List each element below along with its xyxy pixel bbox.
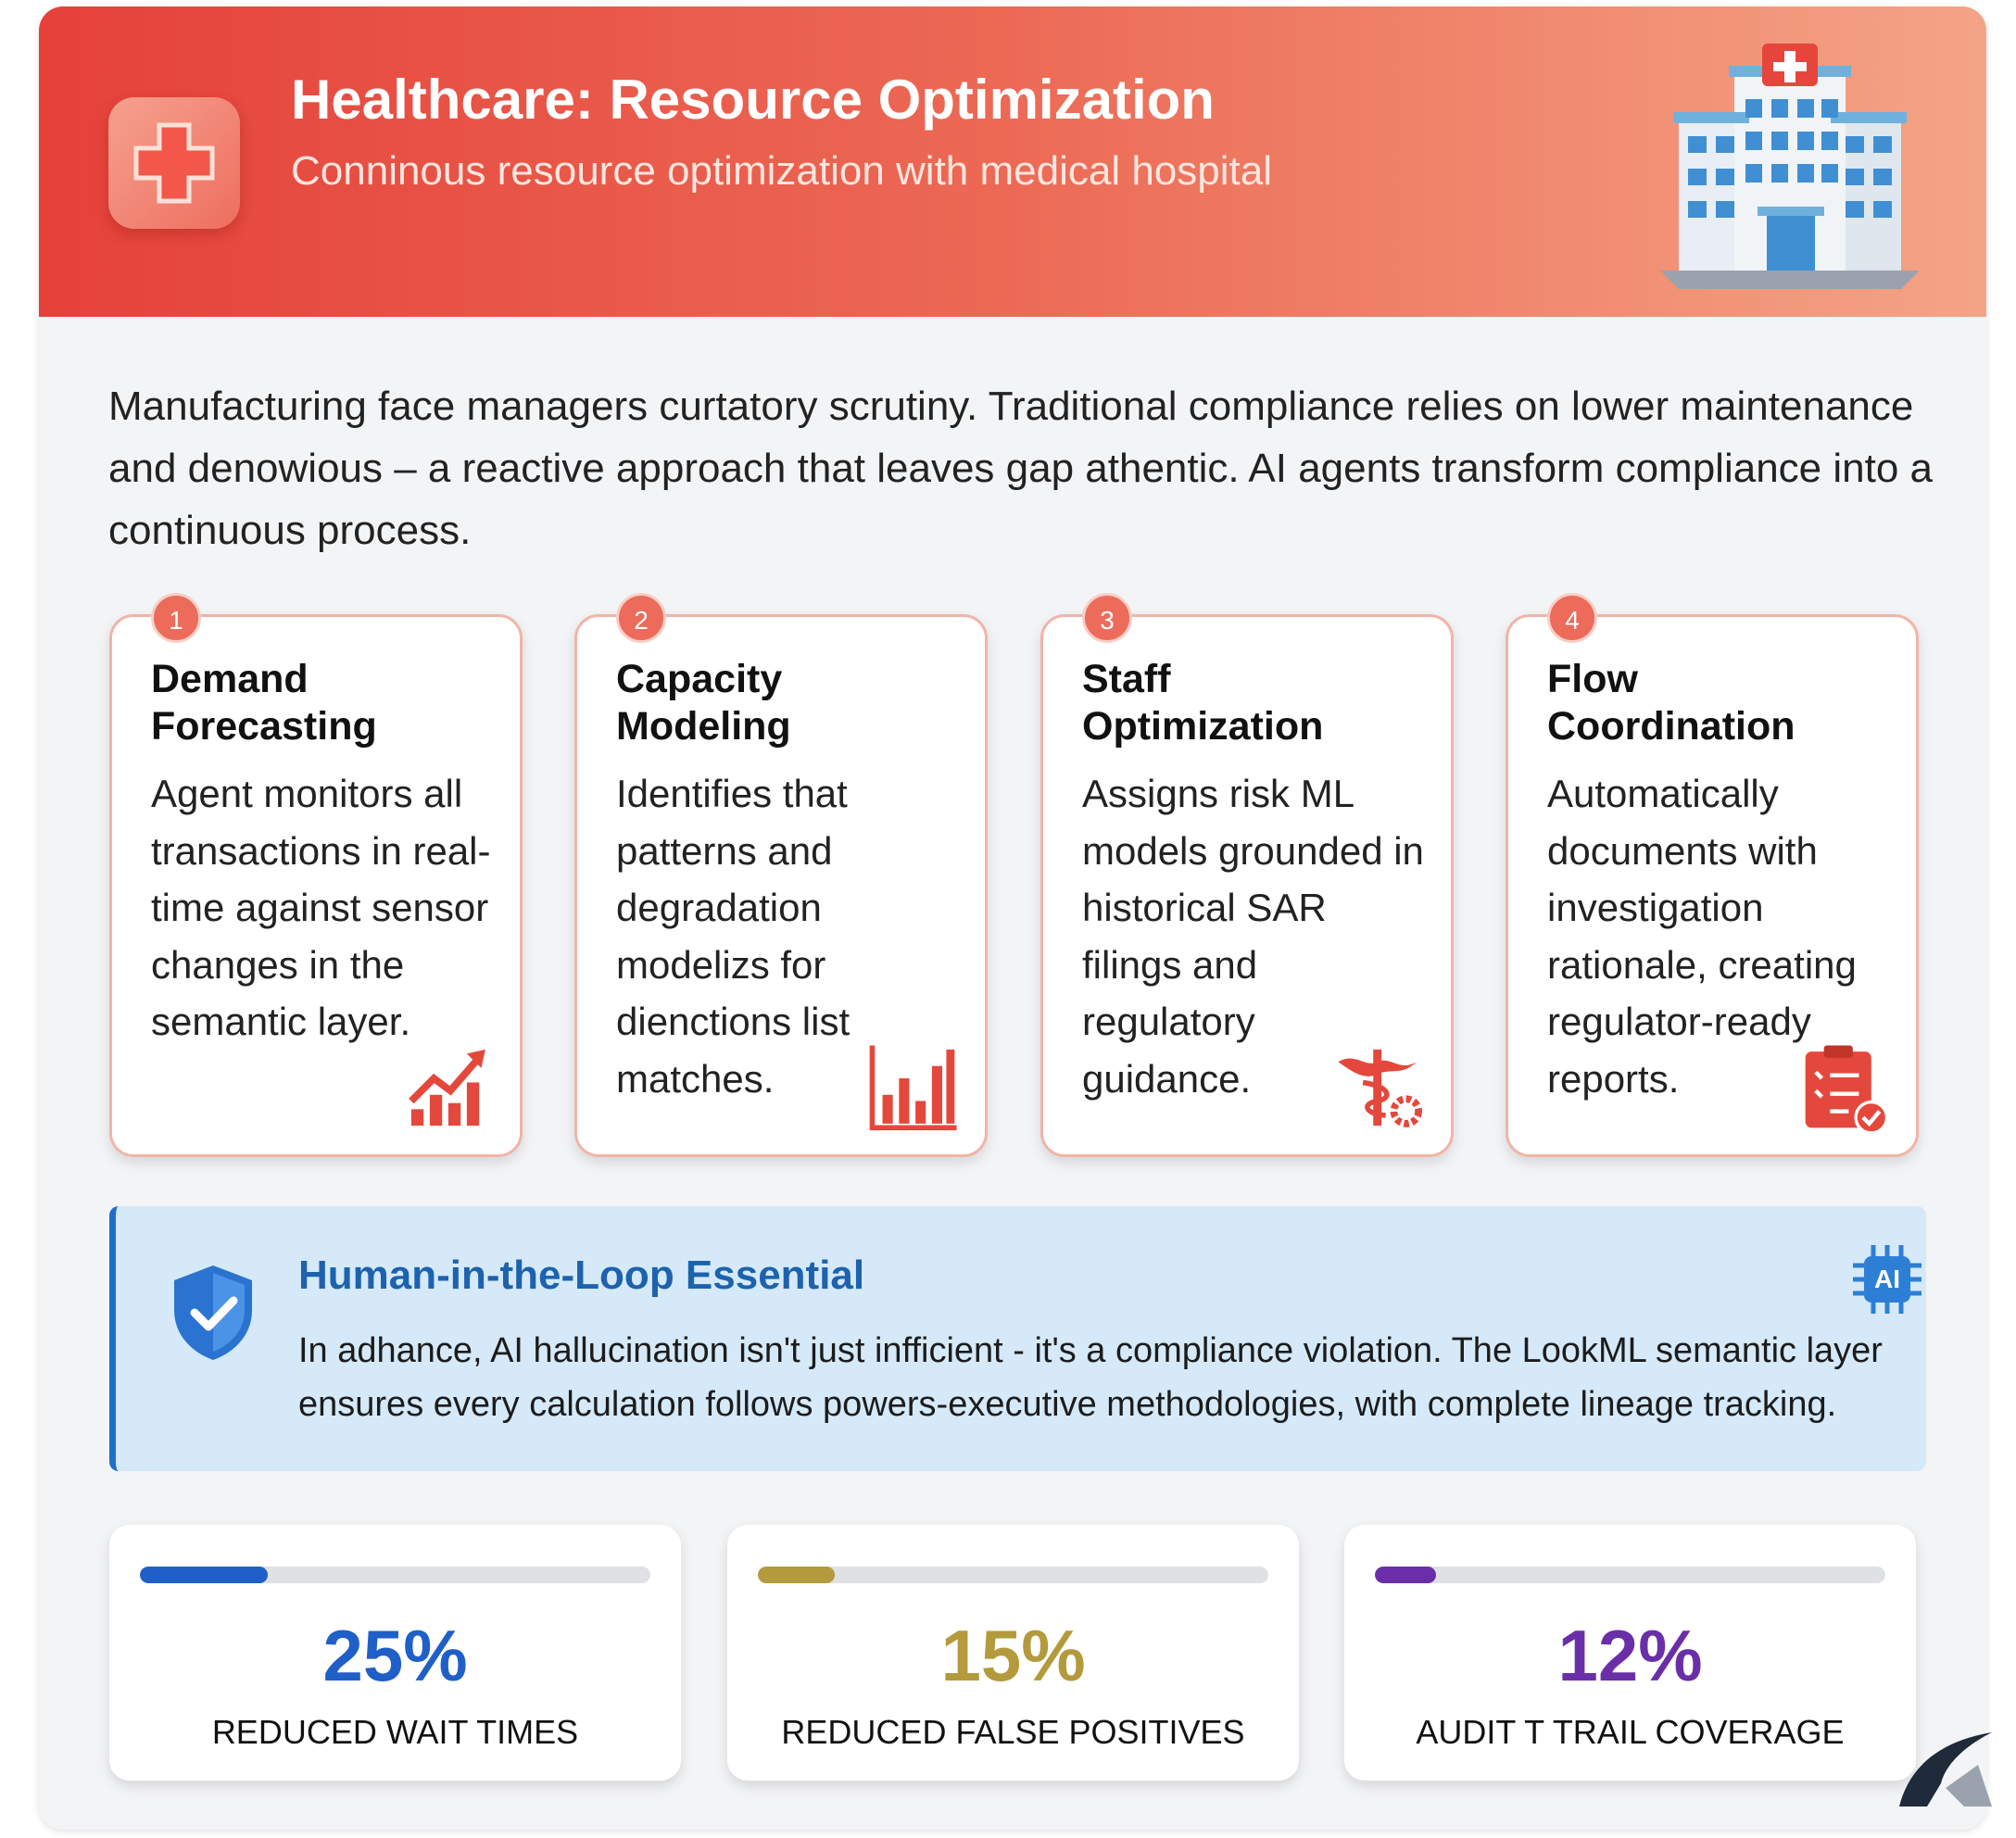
infographic: Healthcare: Resource Optimization Connin… — [39, 6, 1986, 1830]
progress-fill — [140, 1567, 268, 1583]
progress-track — [1375, 1567, 1885, 1583]
intro-text: Manufacturing face managers curtatory sc… — [108, 384, 1933, 553]
stat-label: REDUCED FALSE POSITIVES — [781, 1713, 1245, 1751]
stat-value: 15% — [940, 1615, 1086, 1696]
hospital-illustration — [1660, 44, 1920, 289]
callout: Human-in-the-Loop Essential AI In adhanc… — [109, 1206, 1926, 1471]
card-title: Flow Coordination — [1547, 657, 1796, 749]
card-title: Staff Optimization — [1082, 657, 1324, 749]
step-card: 2 Capacity Modeling Identifies that patter… — [574, 593, 988, 1157]
shield-icon — [174, 1265, 252, 1360]
callout-text: In adhance, AI hallucination isn't just … — [298, 1331, 1883, 1424]
callout-title: Human-in-the-Loop Essential — [298, 1253, 865, 1298]
card-title: Demand Forecasting — [151, 657, 377, 749]
progress-track — [758, 1567, 1268, 1583]
card-icon — [1805, 1045, 1889, 1134]
stat-value: 12% — [1557, 1615, 1703, 1696]
stat-label: AUDIT T TRAIL COVERAGE — [1416, 1713, 1845, 1751]
card-icon — [869, 1045, 957, 1131]
step-number: 2 — [616, 593, 666, 643]
cross — [133, 122, 215, 204]
step-card: 1 Demand Forecasting Agent monitors all tr… — [109, 593, 523, 1157]
cross-icon — [108, 97, 240, 229]
step-number: 1 — [151, 593, 201, 643]
progress-track — [140, 1567, 650, 1583]
ai-chip: AI — [1851, 1243, 1923, 1316]
step-card: 3 Staff Optimization Assigns risk ML model… — [1040, 593, 1454, 1157]
stat-value: 25% — [322, 1615, 468, 1696]
step-number: 4 — [1547, 593, 1597, 643]
card-text: Agent monitors all transactions in real-… — [151, 772, 491, 1043]
logo — [1899, 1732, 1992, 1807]
card-text: Assigns risk ML models grounded in histo… — [1082, 772, 1424, 1101]
stat-card: 12% AUDIT T TRAIL COVERAGE — [1344, 1525, 1916, 1781]
card-icon — [409, 1049, 485, 1127]
stat-card: 15% REDUCED FALSE POSITIVES — [727, 1525, 1299, 1781]
stat-card: 25% REDUCED WAIT TIMES — [109, 1525, 681, 1781]
card-text: Automatically documents with investigati… — [1547, 772, 1857, 1101]
title: Healthcare: Resource Optimization — [291, 69, 1215, 131]
card-text: Identifies that patterns and degradation… — [616, 772, 850, 1101]
card-icon — [1338, 1049, 1422, 1127]
stat-label: REDUCED WAIT TIMES — [211, 1713, 579, 1751]
ai-badge: AI — [1864, 1256, 1910, 1303]
progress-fill — [758, 1567, 835, 1583]
chip-pins — [1853, 1245, 1922, 1314]
step-number: 3 — [1082, 593, 1132, 643]
header: Healthcare: Resource Optimization Connin… — [39, 6, 1986, 317]
subtitle: Conninous resource optimization with med… — [291, 148, 1272, 194]
card-title: Capacity Modeling — [616, 657, 791, 749]
progress-fill — [1375, 1567, 1437, 1583]
step-card: 4 Flow Coordination Automatically document… — [1506, 593, 1919, 1157]
